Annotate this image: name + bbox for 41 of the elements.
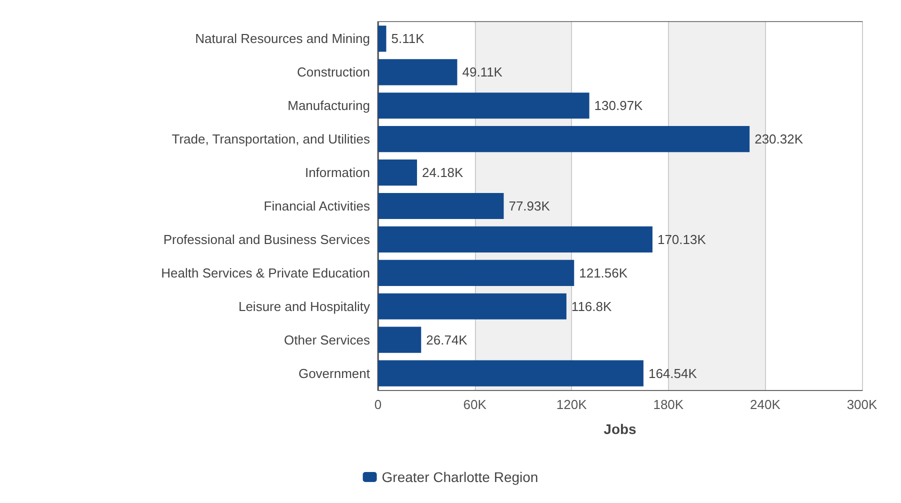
y-tick-label: Financial Activities [264, 198, 370, 214]
data-label: 5.11K [391, 31, 425, 46]
bar [378, 59, 458, 86]
data-label: 77.93K [508, 198, 550, 214]
bar [378, 126, 750, 152]
data-label: 49.11K [462, 64, 503, 80]
bar [378, 360, 644, 386]
data-label: 130.97K [594, 98, 644, 114]
data-label: 170.13K [657, 232, 706, 247]
y-tick-label: Manufacturing [288, 98, 370, 114]
y-tick-label: Health Services & Private Education [161, 265, 370, 280]
data-label: 26.74K [426, 332, 468, 348]
y-tick-label: Trade, Transportation, and Utilities [172, 132, 370, 147]
x-tick-label: 0 [374, 397, 382, 412]
x-tick-label: 120K [556, 397, 588, 412]
data-label: 24.18K [422, 165, 464, 180]
bar [378, 160, 418, 186]
x-tick-label: 60K [463, 397, 487, 412]
data-label: 116.8K [571, 298, 612, 314]
legend-label: Greater Charlotte Region [382, 469, 538, 485]
x-tick-label: 240K [750, 397, 781, 412]
y-tick-label: Natural Resources and Mining [195, 31, 370, 46]
bar [378, 92, 590, 119]
x-tick-label: 180K [653, 397, 684, 412]
data-label: 164.54K [648, 366, 698, 381]
bar [378, 293, 566, 320]
bar [378, 226, 652, 252]
bar [378, 192, 504, 220]
y-tick-label: Construction [297, 64, 370, 80]
y-tick-label: Other Services [284, 332, 370, 348]
bar [378, 326, 422, 353]
x-tick-label: 300K [846, 397, 878, 412]
bar [378, 260, 574, 286]
x-axis-title: Jobs [604, 421, 637, 437]
y-tick-label: Professional and Business Services [163, 232, 370, 247]
y-tick-label: Information [304, 165, 370, 180]
data-label: 230.32K [754, 132, 804, 147]
y-tick-label: Leisure and Hospitality [238, 298, 370, 314]
y-tick-label: Government [298, 366, 370, 381]
data-label: 121.56K [579, 265, 628, 280]
bar [378, 26, 386, 52]
